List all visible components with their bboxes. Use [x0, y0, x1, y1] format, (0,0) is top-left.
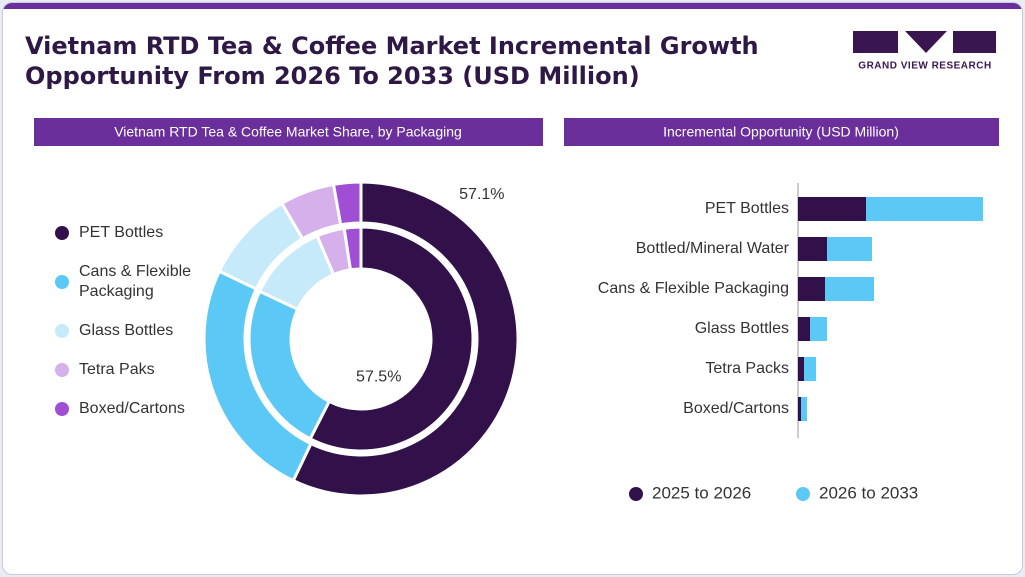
y-tick-label: Bottled/Mineral Water [636, 240, 790, 257]
bar [827, 237, 872, 261]
legend-item: Tetra Paks [55, 350, 225, 389]
legend-item: Glass Bottles [55, 311, 225, 350]
legend-label: 2026 to 2033 [819, 483, 918, 502]
legend-label: PET Bottles [79, 223, 164, 241]
data-label: 57.1% [459, 186, 504, 203]
donut-segment [308, 225, 475, 453]
legend-swatch [55, 323, 69, 338]
logo: GRAND VIEW RESEARCH [853, 31, 996, 72]
legend-swatch [55, 362, 69, 377]
legend-swatch [55, 274, 69, 289]
bar [798, 317, 810, 341]
data-label: 57.5% [356, 368, 401, 385]
legend-label: Tetra Paks [79, 360, 155, 378]
legend-label: 2025 to 2026 [652, 483, 751, 502]
bar [798, 277, 825, 301]
bar-title: Incremental Opportunity (USD Million) [663, 124, 899, 140]
y-tick-label: Tetra Packs [705, 360, 789, 377]
y-tick-label: Glass Bottles [695, 320, 789, 337]
legend-swatch [629, 487, 643, 501]
bar [798, 397, 801, 421]
section-header [564, 118, 999, 146]
bar [804, 357, 816, 381]
bar [825, 277, 874, 301]
bar [866, 197, 983, 221]
legend-label: Cans & Flexible Packaging [79, 262, 192, 300]
top-strip [3, 3, 1022, 9]
section-header [34, 118, 543, 146]
legend: PET Bottles Cans & Flexible Packaging Glas… [55, 213, 225, 428]
logo-text: GRAND VIEW RESEARCH [858, 61, 991, 72]
page-title: Vietnam RTD Tea & Coffee Market Incremen… [25, 32, 759, 90]
legend-label: Glass Bottles [79, 321, 174, 339]
bar [810, 317, 827, 341]
legend-item: Boxed/Cartons [55, 389, 225, 428]
donut-segment [291, 180, 520, 498]
bar [801, 397, 807, 421]
charts: GRAND VIEW RESEARCH Vietnam RTD Tea & Co… [34, 31, 999, 502]
bar [798, 237, 827, 261]
y-tick-label: Boxed/Cartons [683, 400, 789, 417]
legend-swatch [796, 487, 810, 501]
donut-title: Vietnam RTD Tea & Coffee Market Share, b… [114, 124, 462, 140]
donut-segment [342, 225, 363, 272]
bar [798, 357, 804, 381]
donut-segment [331, 180, 363, 227]
bar [798, 197, 866, 221]
y-tick-label: PET Bottles [705, 200, 789, 217]
legend-label: Boxed/Cartons [79, 399, 185, 417]
legend-swatch [55, 225, 69, 240]
legend-item: Cans & Flexible Packaging [55, 252, 225, 311]
legend-item: PET Bottles [55, 213, 225, 252]
y-tick-label: Cans & Flexible Packaging [598, 280, 789, 297]
legend-swatch [55, 401, 69, 416]
